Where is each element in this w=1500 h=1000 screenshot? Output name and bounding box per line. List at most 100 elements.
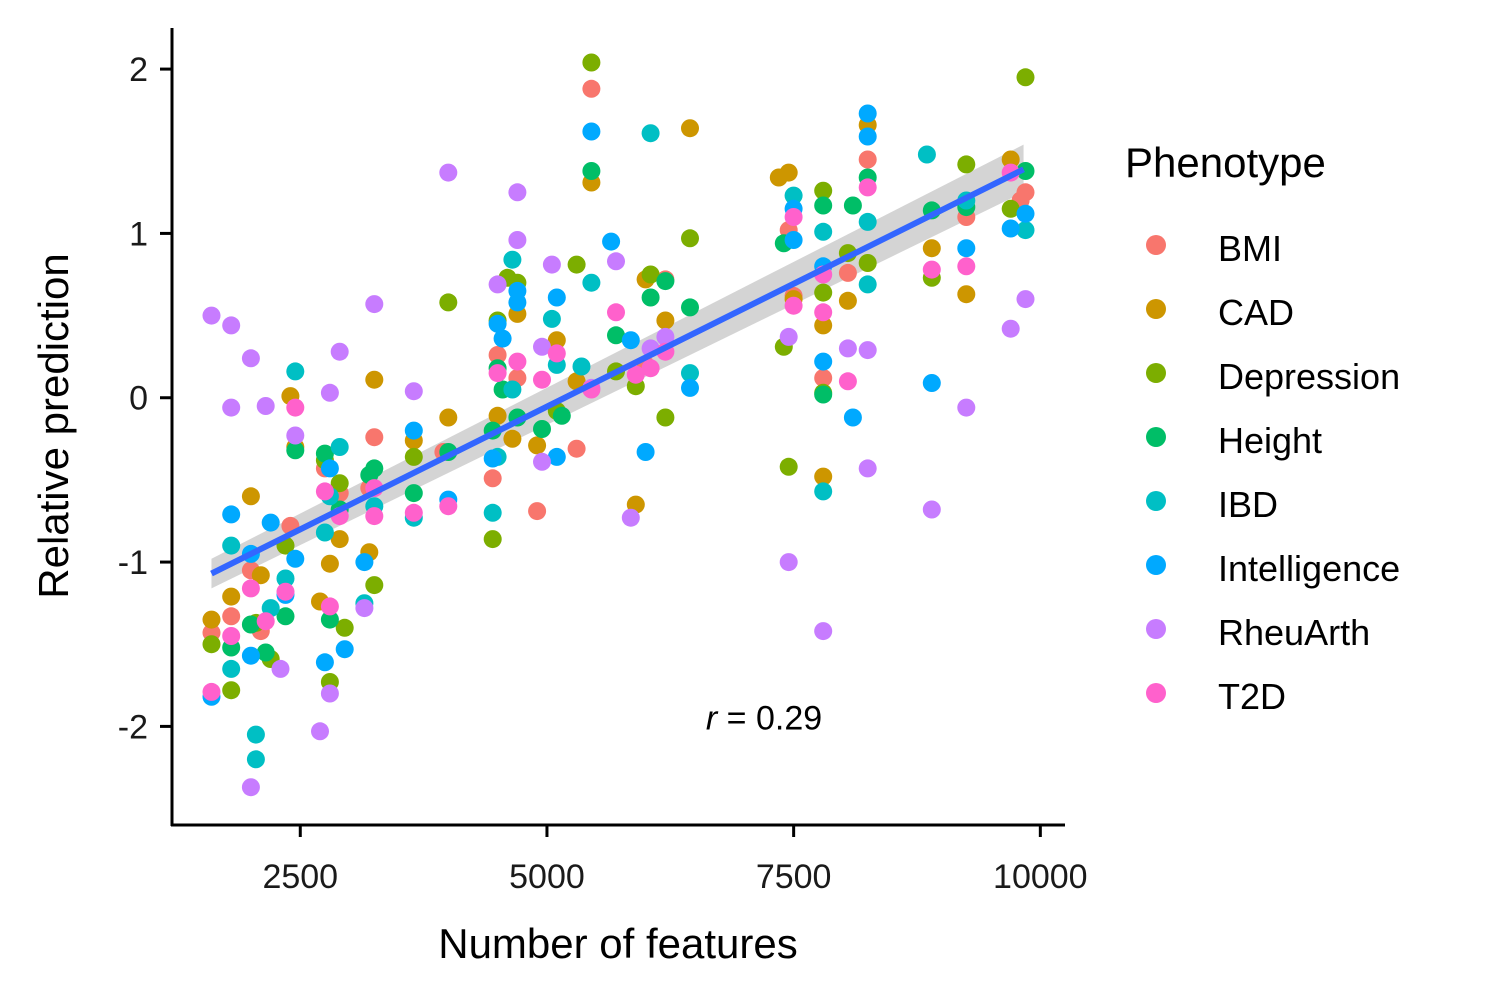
point-rheuarth [508, 183, 527, 202]
legend-swatch [1146, 619, 1166, 639]
point-cad [656, 311, 675, 330]
point-depression [814, 181, 833, 200]
point-height [814, 385, 833, 404]
point-height [533, 420, 551, 438]
point-bmi [488, 346, 507, 364]
point-t2d [202, 682, 221, 701]
point-ibd [246, 750, 265, 769]
point-cad [488, 406, 507, 425]
point-ibd [641, 124, 660, 143]
point-intelligence [636, 443, 655, 461]
point-t2d [256, 612, 275, 631]
point-intelligence [957, 239, 976, 258]
point-t2d [276, 582, 295, 601]
point-intelligence [1001, 219, 1020, 238]
point-t2d [957, 257, 976, 276]
point-intelligence [222, 505, 241, 524]
point-rheuarth [533, 337, 551, 356]
series-t2d [202, 163, 1020, 701]
point-ibd [572, 357, 591, 376]
point-intelligence [488, 314, 507, 333]
series-rheuarth [202, 163, 1035, 797]
point-rheuarth [779, 553, 798, 572]
point-ibd [784, 186, 803, 205]
point-ibd [330, 438, 349, 456]
point-height [256, 643, 275, 662]
point-height [843, 196, 862, 215]
point-intelligence [858, 104, 877, 123]
point-cad [528, 436, 547, 455]
correlation-annotation: r = 0.29 [706, 700, 822, 738]
point-t2d [488, 364, 507, 383]
point-cad [503, 429, 522, 448]
legend-label: IBD [1218, 484, 1278, 525]
legend-swatch [1146, 491, 1166, 511]
legend-item-intelligence: Intelligence [1146, 548, 1400, 589]
point-cad [922, 239, 941, 258]
point-intelligence [261, 513, 280, 532]
correlation-value: = 0.29 [717, 700, 822, 738]
point-intelligence [547, 447, 566, 466]
point-depression [404, 447, 423, 466]
point-depression [656, 408, 675, 427]
point-depression [567, 255, 586, 274]
point-intelligence [404, 421, 423, 440]
legend-swatch [1146, 299, 1166, 319]
point-intelligence [315, 653, 334, 672]
point-cad [1001, 150, 1020, 169]
point-height [607, 326, 625, 345]
point-intelligence [681, 378, 699, 397]
point-intelligence [335, 640, 354, 659]
point-t2d [222, 627, 241, 645]
legend-swatch [1146, 363, 1166, 383]
point-bmi [858, 150, 877, 169]
point-bmi [582, 79, 601, 98]
point-intelligence [922, 374, 941, 392]
point-ibd [276, 569, 295, 588]
point-intelligence [582, 122, 601, 141]
point-rheuarth [1001, 319, 1020, 338]
point-rheuarth [1016, 290, 1035, 309]
point-rheuarth [241, 778, 260, 797]
point-height [582, 162, 601, 180]
point-intelligence [814, 352, 833, 371]
correlation-variable: r [706, 700, 719, 738]
point-t2d [286, 398, 305, 417]
y-tick-label: 0 [129, 380, 148, 418]
point-rheuarth [858, 459, 877, 478]
point-intelligence [508, 281, 527, 300]
point-cad [547, 331, 566, 350]
x-tick-label: 10000 [993, 858, 1088, 896]
point-t2d [533, 370, 551, 389]
point-t2d [241, 579, 260, 598]
point-ibd [814, 482, 833, 501]
point-depression [439, 293, 458, 312]
point-rheuarth [202, 306, 221, 325]
legend: Phenotype BMI CAD Depression Height IBD Intel… [1125, 139, 1400, 717]
point-bmi [222, 607, 241, 626]
point-cad [681, 119, 699, 138]
point-depression [330, 474, 349, 493]
point-intelligence [858, 127, 877, 146]
point-rheuarth [320, 684, 339, 703]
x-tick-label: 2500 [262, 858, 338, 896]
point-t2d [626, 365, 645, 384]
point-height [641, 288, 660, 307]
point-depression [814, 283, 833, 302]
point-rheuarth [508, 231, 527, 249]
point-intelligence [493, 329, 512, 348]
point-bmi [838, 263, 857, 282]
point-bmi [814, 369, 833, 387]
point-rheuarth [542, 255, 561, 274]
point-cad [567, 372, 586, 391]
point-ibd [503, 380, 522, 399]
legend-items: BMI CAD Depression Height IBD Intelligence Rhe… [1146, 228, 1400, 717]
point-height [404, 484, 423, 503]
x-axis-title: Number of features [438, 920, 798, 967]
point-rheuarth [286, 426, 305, 445]
legend-item-rheuarth: RheuArth [1146, 612, 1370, 653]
point-ibd [858, 212, 877, 231]
y-tick-label: -2 [118, 708, 148, 746]
point-intelligence [547, 288, 566, 307]
legend-item-bmi: BMI [1146, 228, 1282, 269]
